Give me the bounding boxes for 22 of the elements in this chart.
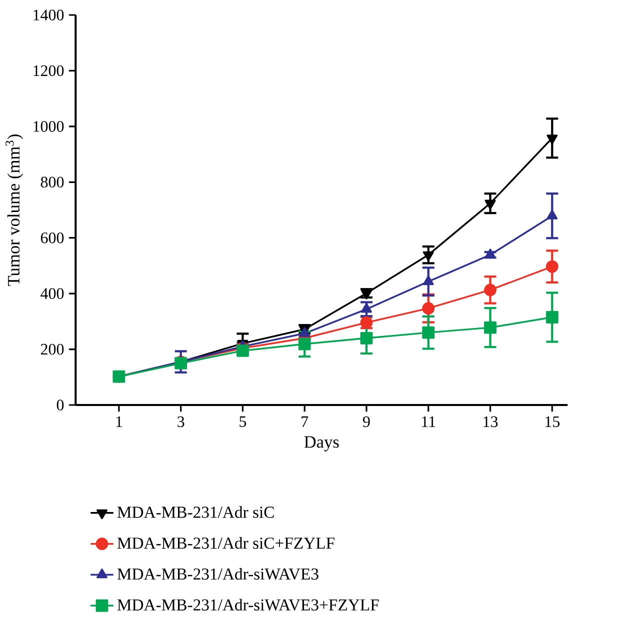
x-tick-label: 5	[240, 416, 246, 427]
x-tick-label: 9	[363, 416, 370, 428]
legend-label: MDA-MB-231/Adr-siWAVE3+FZYLF	[117, 598, 379, 611]
y-tick-label: 600	[40, 232, 64, 244]
y-axis-title: Tumor volume (mm$^{3}$)	[6, 134, 24, 286]
y-tick-label: 400	[40, 288, 64, 299]
legend-label: MDA-MB-231/Adr-siWAVE3	[117, 568, 318, 580]
x-tick-label: 15	[546, 416, 560, 428]
x-tick-label: 3	[178, 416, 184, 428]
x-tick-label: 13	[484, 416, 498, 428]
x-tick-label: 7	[302, 416, 308, 427]
y-tick-label: 1200	[34, 65, 64, 76]
x-axis-title: Days	[304, 436, 339, 452]
y-tick-label: 800	[40, 176, 64, 188]
y-tick-label: 1000	[34, 121, 64, 132]
legend-label: MDA-MB-231/Adr siC+FZYLF	[117, 537, 334, 549]
x-tick-label: 1	[116, 416, 122, 427]
x-tick-label: 11	[422, 416, 436, 427]
legend-label: MDA-MB-231/Adr siC	[117, 506, 274, 518]
y-tick-label: 200	[40, 344, 64, 355]
y-tick-label: 1400	[34, 10, 64, 20]
y-tick-label: 0	[56, 400, 64, 410]
